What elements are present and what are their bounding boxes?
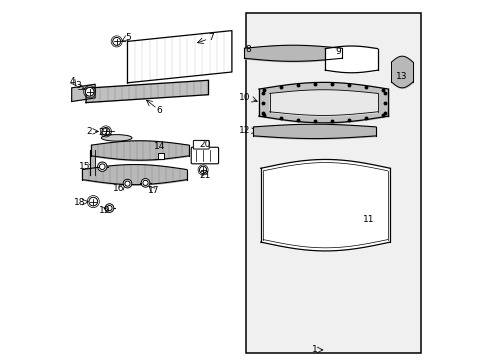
Text: 9: 9 (335, 46, 340, 55)
Circle shape (123, 179, 132, 188)
Text: 16: 16 (113, 184, 124, 193)
Circle shape (98, 162, 107, 171)
Text: 22: 22 (98, 128, 109, 137)
Text: 1: 1 (311, 346, 317, 354)
Polygon shape (89, 150, 95, 175)
FancyBboxPatch shape (193, 140, 209, 149)
Text: 3: 3 (75, 81, 81, 90)
Text: 14: 14 (153, 143, 164, 152)
Circle shape (85, 87, 94, 96)
Text: 4: 4 (69, 77, 75, 85)
Circle shape (99, 164, 105, 170)
Text: 18: 18 (74, 198, 85, 207)
Text: 12: 12 (239, 126, 250, 135)
Text: 13: 13 (395, 72, 407, 81)
Circle shape (102, 127, 110, 135)
Ellipse shape (101, 135, 132, 141)
Text: 5: 5 (125, 33, 131, 42)
Text: 20: 20 (199, 140, 210, 149)
Circle shape (113, 37, 121, 45)
Text: 6: 6 (156, 106, 162, 115)
Polygon shape (127, 31, 231, 83)
Circle shape (89, 197, 98, 206)
Text: 11: 11 (362, 215, 374, 224)
Text: 21: 21 (199, 171, 210, 180)
Bar (246, 13, 420, 353)
Circle shape (124, 181, 130, 186)
Polygon shape (86, 80, 208, 103)
Circle shape (107, 206, 112, 211)
FancyBboxPatch shape (191, 147, 218, 164)
Circle shape (141, 179, 149, 187)
Text: 17: 17 (148, 186, 159, 195)
Circle shape (199, 166, 206, 174)
Circle shape (142, 180, 148, 185)
Text: 8: 8 (244, 45, 250, 54)
Text: 2: 2 (86, 127, 92, 136)
Circle shape (105, 204, 114, 212)
Text: 7: 7 (208, 33, 214, 42)
Text: 19: 19 (99, 206, 110, 215)
Text: 15: 15 (79, 162, 90, 171)
Text: 10: 10 (238, 94, 250, 102)
Polygon shape (72, 84, 95, 102)
